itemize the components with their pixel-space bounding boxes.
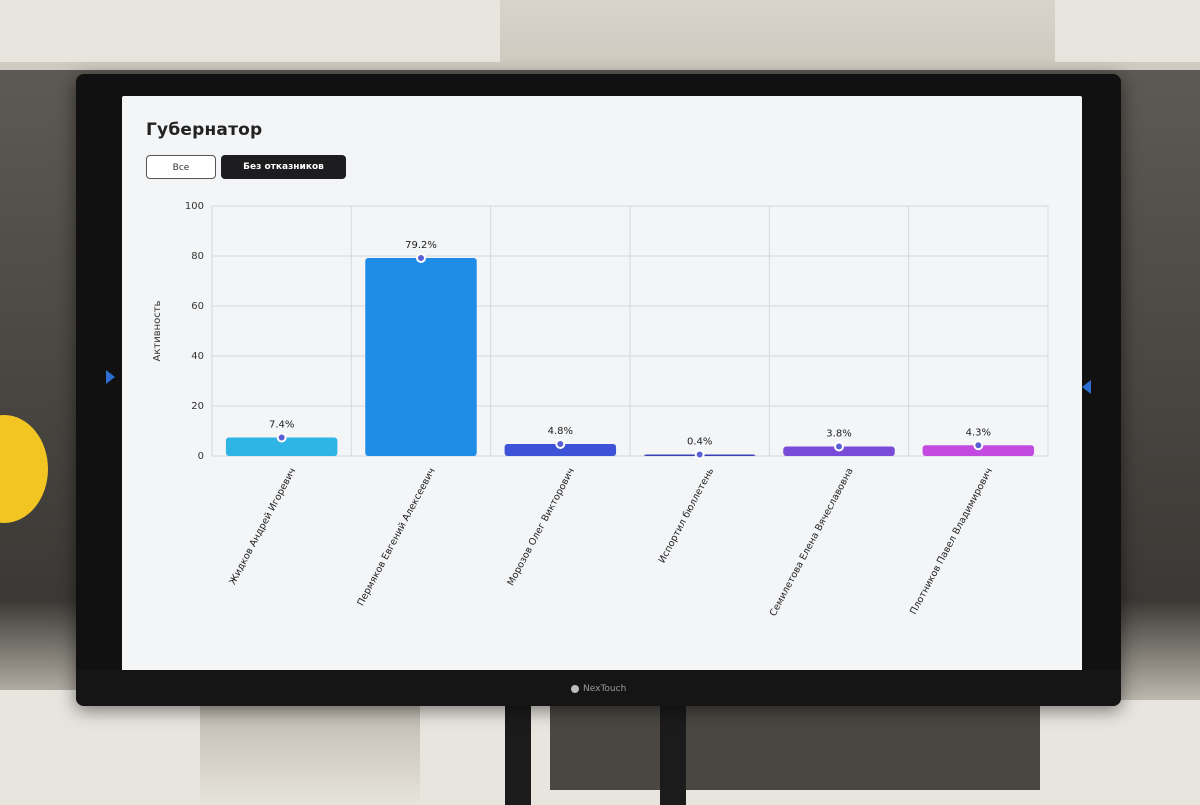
- window-pane-dark: [550, 700, 1040, 790]
- category-label: Семилетова Елена Вячеславовна: [768, 466, 856, 618]
- filter-all-button[interactable]: Все: [146, 155, 216, 179]
- y-tick-label: 60: [191, 301, 204, 312]
- y-tick-label: 0: [198, 451, 204, 462]
- y-tick-label: 80: [191, 251, 204, 262]
- y-tick-label: 40: [191, 351, 204, 362]
- bar: [504, 444, 617, 456]
- y-tick-label: 100: [185, 201, 204, 212]
- data-label: 4.3%: [966, 427, 991, 438]
- category-label: Плотников Павел Владимирович: [908, 466, 995, 616]
- data-label: 7.4%: [269, 420, 294, 431]
- left-arrow-icon[interactable]: [106, 370, 115, 384]
- stand-post-right: [660, 700, 686, 805]
- category-label: Пермяков Евгений Алексеевич: [355, 466, 437, 608]
- bar-marker: [555, 439, 566, 449]
- category-label: Морозов Олег Викторович: [505, 466, 577, 587]
- bar-marker: [694, 449, 705, 460]
- window-frame-left: [0, 690, 200, 805]
- data-label: 0.4%: [687, 437, 712, 448]
- stand-post-left: [505, 700, 531, 805]
- data-label: 79.2%: [405, 240, 437, 251]
- bar: [225, 437, 338, 456]
- bar-marker: [834, 441, 844, 452]
- bar-chart: 0 20 40 60 80 100 Активность 7.4% Жидков Андрей …: [152, 201, 1049, 618]
- brand-label: NexTouch: [583, 684, 627, 694]
- page-title: Губернатор: [146, 120, 263, 140]
- data-label: 4.8%: [548, 426, 573, 437]
- bar-marker: [973, 440, 984, 451]
- monitor: Губернатор Все Без отказников 0 20 40 60 80 1…: [76, 74, 1121, 706]
- monitor-bezel: NexTouch: [76, 670, 1121, 706]
- window-frame-top: [0, 0, 500, 62]
- right-arrow-icon[interactable]: [1082, 380, 1091, 394]
- brand-logo: NexTouch: [571, 684, 626, 694]
- bar: [922, 445, 1035, 456]
- screen: Губернатор Все Без отказников 0 20 40 60 80 1…: [122, 96, 1082, 672]
- bar: [365, 258, 477, 456]
- category-label: Испортил бюллетень: [657, 466, 717, 565]
- category-label: Жидков Андрей Игоревич: [227, 466, 298, 587]
- filter-without-refusers-button[interactable]: Без отказников: [221, 155, 346, 179]
- bar-marker: [276, 432, 287, 443]
- window-frame-top-right: [1055, 0, 1200, 62]
- y-tick-label: 20: [191, 401, 204, 412]
- brand-dot-icon: [571, 684, 579, 693]
- y-axis-label: Активность: [152, 300, 163, 361]
- bar-marker: [416, 253, 426, 263]
- data-label: 3.8%: [826, 429, 851, 440]
